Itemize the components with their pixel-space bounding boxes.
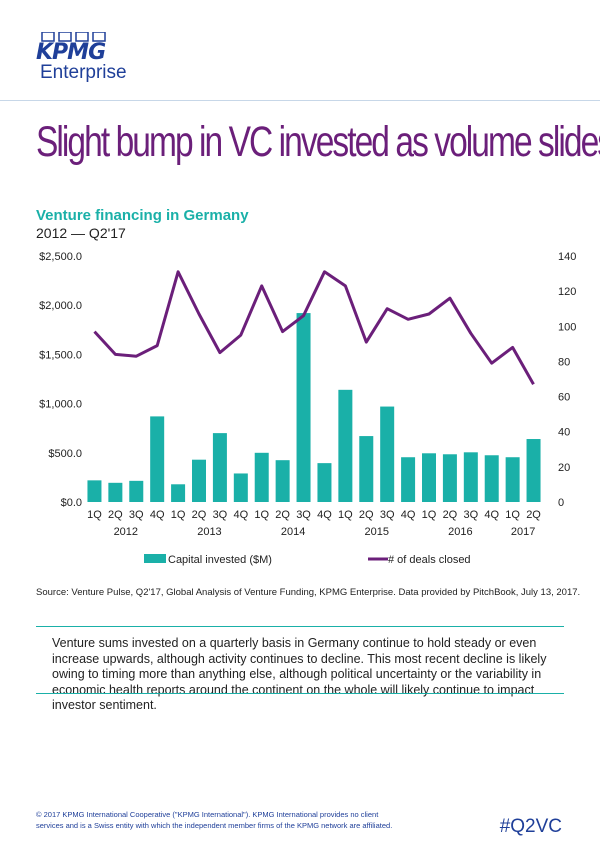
quarter-label: 2Q bbox=[359, 509, 374, 521]
venture-chart: $0.0 $500.0 $1,000.0 $1,500.0 $2,000.0 $2,500… bbox=[39, 251, 576, 566]
chart-axes: $0.0 $500.0 $1,000.0 $1,500.0 $2,000.0 $2,500… bbox=[39, 251, 576, 509]
year-label: 2012 bbox=[114, 526, 138, 538]
right-axis-tick-label: 20 bbox=[558, 462, 570, 474]
left-axis-tick-label: $1,000.0 bbox=[39, 399, 82, 411]
legend-bar-swatch bbox=[144, 554, 166, 563]
quarter-label: 2Q bbox=[526, 509, 541, 521]
quarter-label: 4Q bbox=[484, 509, 499, 521]
left-axis-tick-label: $1,500.0 bbox=[39, 349, 82, 361]
quarter-label: 3Q bbox=[129, 509, 144, 521]
quarter-label: 3Q bbox=[463, 509, 478, 521]
legend-line-label: # of deals closed bbox=[388, 554, 471, 566]
bar bbox=[296, 313, 311, 502]
quarter-label: 2Q bbox=[108, 509, 123, 521]
left-axis-tick-label: $500.0 bbox=[48, 448, 82, 460]
chart-legend: Capital invested ($M) # of deals closed bbox=[144, 554, 471, 566]
bar bbox=[442, 454, 457, 502]
bar bbox=[422, 453, 436, 502]
right-axis-tick-label: 0 bbox=[558, 497, 564, 509]
quarter-label: 3Q bbox=[380, 509, 395, 521]
left-axis-tick-label: $0.0 bbox=[61, 497, 82, 509]
right-axis-tick-label: 100 bbox=[558, 321, 576, 333]
quarter-label: 1Q bbox=[171, 509, 186, 521]
legend-bar-label: Capital invested ($M) bbox=[168, 554, 272, 566]
bar bbox=[192, 459, 206, 502]
year-label: 2014 bbox=[281, 526, 305, 538]
bar bbox=[150, 416, 165, 502]
quarter-label: 3Q bbox=[213, 509, 228, 521]
bar bbox=[401, 457, 416, 502]
right-axis-tick-label: 140 bbox=[558, 251, 576, 263]
bar bbox=[254, 452, 269, 502]
kpmg-logo-sub: Enterprise bbox=[40, 62, 127, 83]
header-divider bbox=[0, 100, 600, 101]
right-axis-tick-label: 80 bbox=[558, 356, 570, 368]
right-axis-tick-label: 40 bbox=[558, 427, 570, 439]
kpmg-logo-text: KPMG bbox=[36, 40, 106, 65]
quarter-label: 2Q bbox=[275, 509, 290, 521]
year-label: 2017 bbox=[511, 526, 535, 538]
quarter-label: 2Q bbox=[443, 509, 458, 521]
kpmg-logo-boxes bbox=[41, 32, 106, 42]
quarter-label: 1Q bbox=[422, 509, 437, 521]
bar bbox=[129, 480, 144, 502]
left-axis-tick-label: $2,500.0 bbox=[39, 251, 82, 263]
quarter-label: 1Q bbox=[338, 509, 353, 521]
quarter-label: 4Q bbox=[150, 509, 165, 521]
quarter-label: 1Q bbox=[87, 509, 102, 521]
bar bbox=[212, 433, 227, 502]
year-label: 2013 bbox=[197, 526, 221, 538]
quarter-label: 1Q bbox=[505, 509, 520, 521]
bar bbox=[380, 406, 395, 502]
hashtag: #Q2VC bbox=[499, 816, 562, 837]
chart-subtitle: 2012 — Q2'17 bbox=[36, 225, 126, 241]
quarter-label: 3Q bbox=[296, 509, 311, 521]
bar-series bbox=[87, 313, 541, 502]
bar bbox=[505, 457, 520, 502]
quarter-label: 4Q bbox=[233, 509, 248, 521]
year-label: 2015 bbox=[364, 526, 388, 538]
bar bbox=[171, 484, 186, 502]
bar bbox=[463, 452, 478, 502]
year-label: 2016 bbox=[448, 526, 472, 538]
right-axis-tick-label: 60 bbox=[558, 392, 570, 404]
bar bbox=[87, 480, 102, 502]
kpmg-logo: KPMG Enterprise bbox=[36, 30, 127, 90]
page-headline: Slight bump in VC invested as volume sli… bbox=[36, 118, 600, 166]
bar bbox=[484, 455, 499, 502]
bar bbox=[233, 473, 248, 502]
quarter-label: 4Q bbox=[317, 509, 332, 521]
deals-line bbox=[93, 270, 535, 386]
chart-title: Venture financing in Germany bbox=[36, 207, 249, 224]
bar bbox=[275, 460, 290, 502]
body-top-rule bbox=[36, 626, 564, 627]
quarter-label: 4Q bbox=[401, 509, 416, 521]
body-bottom-rule bbox=[36, 693, 564, 694]
copyright-note: © 2017 KPMG International Cooperative ("… bbox=[36, 810, 393, 830]
quarter-label: 2Q bbox=[192, 509, 207, 521]
right-axis-tick-label: 120 bbox=[558, 286, 576, 298]
body-paragraph: Venture sums invested on a quarterly bas… bbox=[52, 636, 547, 712]
line-series bbox=[93, 270, 535, 386]
quarter-label: 1Q bbox=[254, 509, 269, 521]
source-note: Source: Venture Pulse, Q2'17, Global Ana… bbox=[36, 587, 581, 598]
left-axis-tick-label: $2,000.0 bbox=[39, 300, 82, 312]
bar bbox=[317, 463, 332, 502]
bar bbox=[526, 439, 541, 502]
bar bbox=[338, 389, 353, 502]
x-axis-labels: 1Q 2Q 3Q 4Q 1Q 2Q 3Q 4Q 1Q 2Q 3Q 4Q 1Q 2Q 3Q 4Q 1Q 2Q 3Q 4Q… bbox=[87, 509, 541, 538]
bar bbox=[108, 482, 123, 502]
bar bbox=[359, 436, 374, 502]
